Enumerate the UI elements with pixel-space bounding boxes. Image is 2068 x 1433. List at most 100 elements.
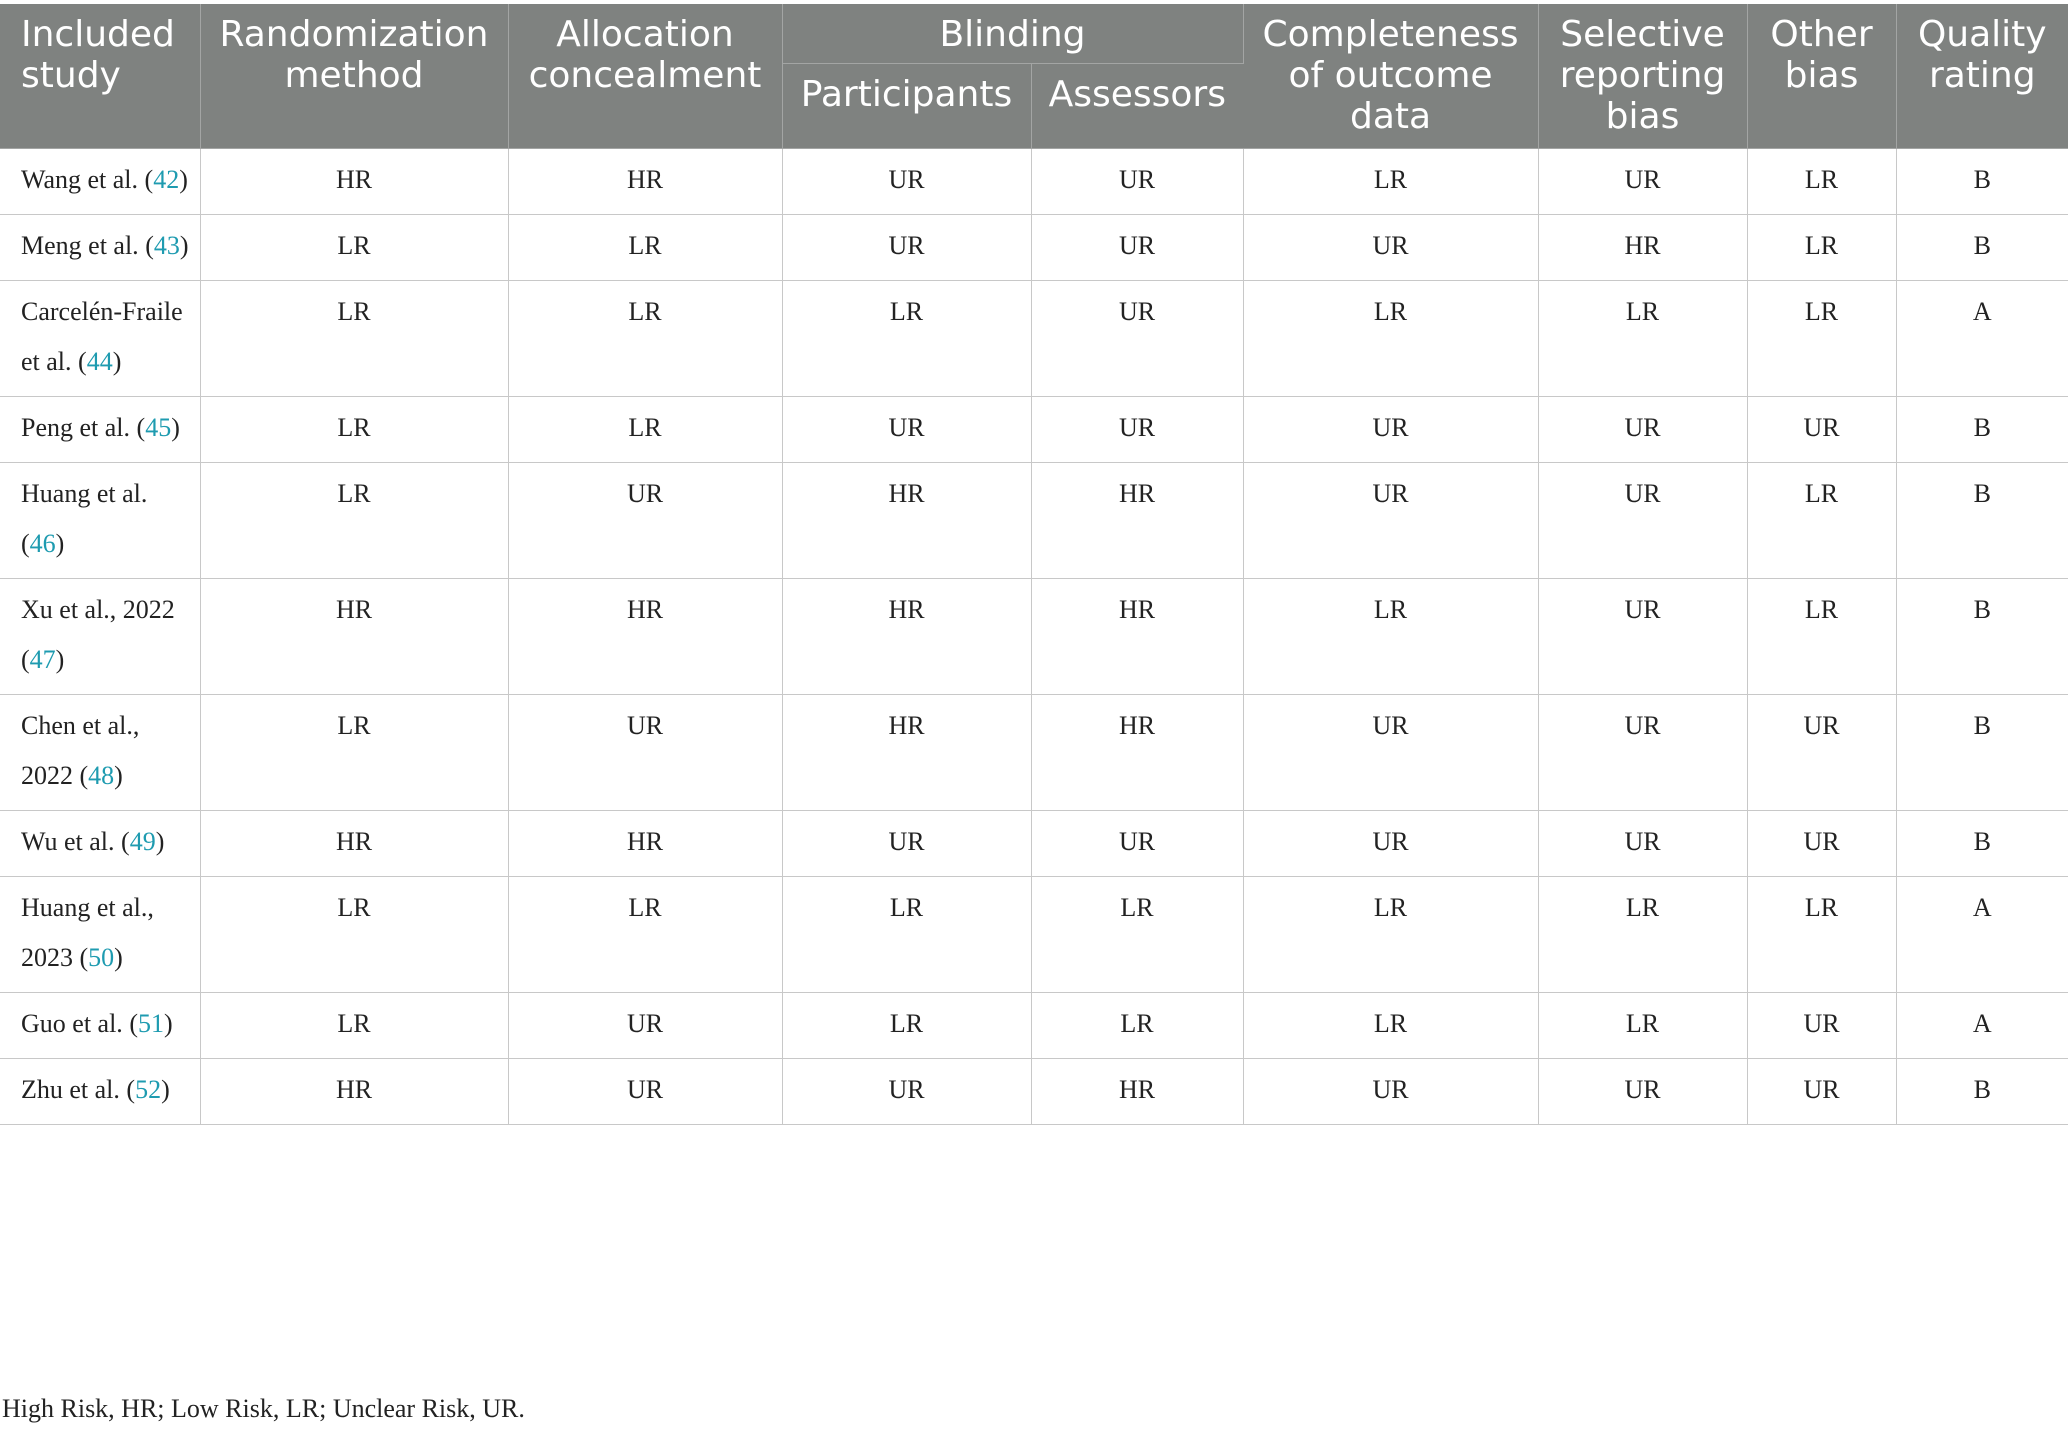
- cell-completeness: UR: [1242, 810, 1539, 877]
- cell-randomization: LR: [199, 462, 509, 579]
- cell-allocation: UR: [507, 1058, 783, 1125]
- cell-selective: UR: [1537, 396, 1748, 463]
- table-row: Meng et al. (43) LR LR UR UR UR HR LR B: [0, 214, 2068, 281]
- study-name: Meng et al.: [21, 231, 139, 260]
- header-selective-reporting-bias: Selective reporting bias: [1538, 4, 1748, 149]
- cell-assessors: HR: [1030, 1058, 1244, 1125]
- study-name: Wang et al.: [21, 165, 139, 194]
- study-name: Peng et al.: [21, 413, 131, 442]
- table-row: Huang et al. (46) LR UR HR HR UR UR LR B: [0, 462, 2068, 579]
- cell-assessors: HR: [1030, 694, 1244, 811]
- cell-other: LR: [1746, 462, 1897, 579]
- cell-selective: UR: [1537, 1058, 1748, 1125]
- cell-participants: UR: [781, 1058, 1032, 1125]
- header-allocation-concealment: Allocation concealment: [508, 4, 783, 149]
- cell-completeness: LR: [1242, 148, 1539, 215]
- table-row: Huang et al., 2023 (50) LR LR LR LR LR LR LR A: [0, 876, 2068, 993]
- cell-participants: UR: [781, 810, 1032, 877]
- table-footnote: High Risk, HR; Low Risk, LR; Unclear Ris…: [2, 1394, 525, 1423]
- cell-quality: A: [1895, 876, 2068, 993]
- table-row: Chen et al., 2022 (48) LR UR HR HR UR UR UR B: [0, 694, 2068, 811]
- cell-completeness: UR: [1242, 694, 1539, 811]
- cell-randomization: LR: [199, 876, 509, 993]
- cell-allocation: LR: [507, 876, 783, 993]
- table-row: Wang et al. (42) HR HR UR UR LR UR LR B: [0, 148, 2068, 215]
- reference-link[interactable]: 50: [88, 943, 115, 972]
- reference-link[interactable]: 44: [86, 347, 113, 376]
- cell-allocation: HR: [507, 810, 783, 877]
- cell-selective: LR: [1537, 992, 1748, 1059]
- study-name: Zhu et al.: [21, 1075, 120, 1104]
- header-other-bias: Other bias: [1747, 4, 1897, 149]
- cell-quality: B: [1895, 214, 2068, 281]
- table-row: Peng et al. (45) LR LR UR UR UR UR UR B: [0, 396, 2068, 463]
- cell-completeness: UR: [1242, 1058, 1539, 1125]
- reference-link[interactable]: 45: [145, 413, 172, 442]
- cell-selective: UR: [1537, 462, 1748, 579]
- reference-link[interactable]: 47: [29, 645, 56, 674]
- cell-participants: LR: [781, 280, 1032, 397]
- cell-randomization: LR: [199, 280, 509, 397]
- cell-assessors: UR: [1030, 810, 1244, 877]
- cell-selective: UR: [1537, 810, 1748, 877]
- cell-participants: UR: [781, 214, 1032, 281]
- header-blinding-participants: Participants: [782, 63, 1032, 149]
- cell-included-study: Meng et al. (43): [0, 214, 201, 281]
- table-row: Guo et al. (51) LR UR LR LR LR LR UR A: [0, 992, 2068, 1059]
- cell-quality: B: [1895, 462, 2068, 579]
- cell-allocation: LR: [507, 280, 783, 397]
- cell-included-study: Wu et al. (49): [0, 810, 201, 877]
- reference-link[interactable]: 48: [88, 761, 115, 790]
- cell-included-study: Huang et al. (46): [0, 462, 201, 579]
- cell-randomization: HR: [199, 1058, 509, 1125]
- cell-selective: UR: [1537, 148, 1748, 215]
- cell-allocation: LR: [507, 396, 783, 463]
- cell-allocation: UR: [507, 462, 783, 579]
- cell-allocation: LR: [507, 214, 783, 281]
- cell-participants: LR: [781, 992, 1032, 1059]
- cell-other: UR: [1746, 1058, 1897, 1125]
- cell-other: UR: [1746, 396, 1897, 463]
- reference-link[interactable]: 43: [153, 231, 180, 260]
- header-quality-rating: Quality rating: [1896, 4, 2068, 149]
- header-blinding-assessors: Assessors: [1031, 63, 1244, 149]
- cell-completeness: UR: [1242, 462, 1539, 579]
- cell-other: LR: [1746, 280, 1897, 397]
- cell-other: LR: [1746, 214, 1897, 281]
- study-name: Xu et al., 2022: [21, 595, 175, 624]
- cell-completeness: LR: [1242, 992, 1539, 1059]
- cell-included-study: Wang et al. (42): [0, 148, 201, 215]
- cell-allocation: UR: [507, 992, 783, 1059]
- cell-randomization: LR: [199, 214, 509, 281]
- cell-completeness: LR: [1242, 280, 1539, 397]
- cell-allocation: UR: [507, 694, 783, 811]
- cell-assessors: LR: [1030, 992, 1244, 1059]
- cell-other: UR: [1746, 992, 1897, 1059]
- cell-randomization: HR: [199, 148, 509, 215]
- cell-other: LR: [1746, 876, 1897, 993]
- header-blinding: Blinding: [782, 4, 1244, 64]
- cell-allocation: HR: [507, 578, 783, 695]
- cell-quality: B: [1895, 694, 2068, 811]
- cell-quality: B: [1895, 810, 2068, 877]
- cell-selective: LR: [1537, 280, 1748, 397]
- cell-assessors: UR: [1030, 280, 1244, 397]
- cell-quality: B: [1895, 396, 2068, 463]
- header-completeness-of-outcome-data: Completeness of outcome data: [1243, 4, 1539, 149]
- cell-included-study: Carcelén-Fraile et al. (44): [0, 280, 201, 397]
- reference-link[interactable]: 49: [129, 827, 156, 856]
- cell-selective: HR: [1537, 214, 1748, 281]
- cell-selective: UR: [1537, 694, 1748, 811]
- reference-link[interactable]: 42: [153, 165, 180, 194]
- cell-included-study: Huang et al., 2023 (50): [0, 876, 201, 993]
- table-row: Wu et al. (49) HR HR UR UR UR UR UR B: [0, 810, 2068, 877]
- cell-included-study: Peng et al. (45): [0, 396, 201, 463]
- cell-included-study: Zhu et al. (52): [0, 1058, 201, 1125]
- reference-link[interactable]: 46: [29, 529, 56, 558]
- table-row: Carcelén-Fraile et al. (44) LR LR LR UR LR LR L…: [0, 280, 2068, 397]
- reference-link[interactable]: 52: [135, 1075, 162, 1104]
- cell-participants: HR: [781, 462, 1032, 579]
- reference-link[interactable]: 51: [137, 1009, 164, 1038]
- cell-randomization: HR: [199, 578, 509, 695]
